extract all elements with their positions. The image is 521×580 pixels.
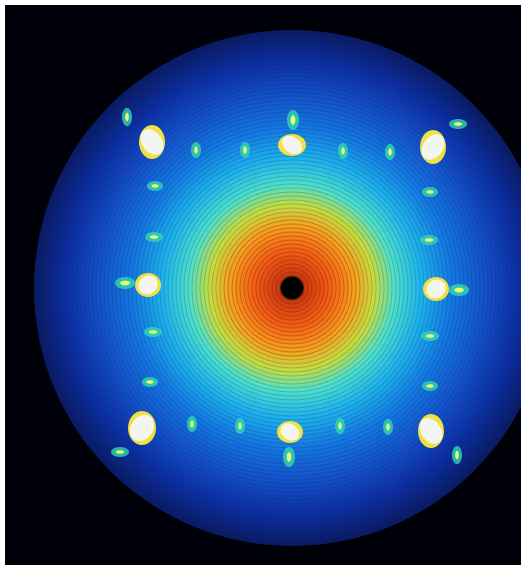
spot xyxy=(426,190,433,194)
spot xyxy=(194,146,198,153)
spot xyxy=(287,452,292,462)
diffraction-image xyxy=(0,0,521,580)
spot xyxy=(388,148,392,155)
spot xyxy=(190,420,194,427)
spot xyxy=(454,288,464,293)
spot xyxy=(150,235,158,239)
spot xyxy=(455,451,459,459)
spot xyxy=(151,184,158,188)
spot xyxy=(149,330,157,334)
spot xyxy=(243,146,247,153)
spot xyxy=(238,422,242,429)
spot xyxy=(425,238,433,242)
spot xyxy=(116,450,124,454)
page: (() => { const NS = 'http://www.w3.org/2… xyxy=(0,0,521,580)
spot xyxy=(341,147,345,154)
spot xyxy=(454,122,462,126)
spot xyxy=(426,384,433,388)
spot xyxy=(291,115,296,125)
spot xyxy=(338,422,342,429)
spot xyxy=(125,113,129,121)
spot xyxy=(120,281,130,286)
spot xyxy=(426,334,434,338)
spot xyxy=(146,380,153,384)
beam-stop xyxy=(281,277,303,299)
spot xyxy=(386,423,390,430)
